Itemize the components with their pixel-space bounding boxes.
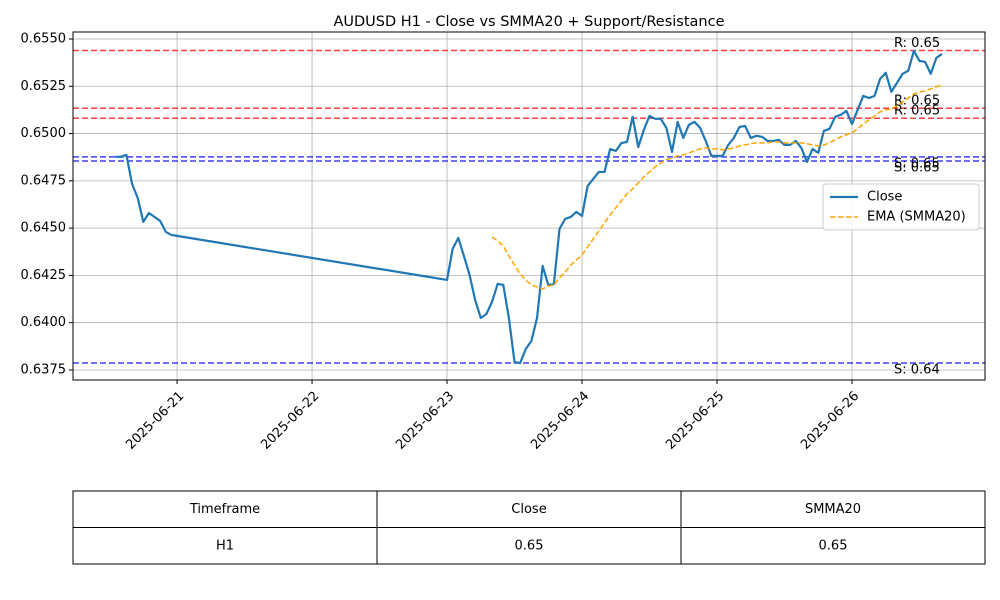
series-line: [491, 84, 943, 290]
support-label: S: 0.65: [894, 156, 940, 171]
y-tick-label: 0.6475: [21, 173, 67, 188]
series-line: [115, 49, 943, 365]
resistance-label: R: 0.65: [894, 94, 940, 109]
chart-title: AUDUSD H1 - Close vs SMMA20 + Support/Re…: [333, 14, 724, 30]
y-tick-label: 0.6550: [21, 31, 67, 46]
table-value: 0.65: [515, 538, 544, 553]
y-tick-label: 0.6450: [21, 221, 67, 236]
y-tick-label: 0.6375: [21, 362, 67, 377]
table-header: Timeframe: [189, 502, 260, 517]
table-header: Close: [511, 502, 546, 517]
resistance-label: R: 0.65: [894, 36, 940, 51]
legend-label: EMA (SMMA20): [867, 210, 966, 225]
legend-box: [822, 183, 980, 231]
resistance-label: R: 0.65: [894, 104, 940, 119]
table-cell: [376, 527, 682, 565]
table-cell: [72, 527, 378, 565]
table-cell: [680, 527, 986, 565]
y-tick-label: 0.6400: [21, 315, 67, 330]
table-value: H1: [216, 538, 234, 553]
y-tick-label: 0.6500: [21, 126, 67, 141]
support-label: S: 0.64: [894, 362, 940, 377]
y-tick-label: 0.6525: [21, 79, 67, 94]
table-header: SMMA20: [805, 502, 861, 517]
support-label: S: 0.65: [894, 160, 940, 175]
legend-label: Close: [867, 190, 902, 205]
table-value: 0.65: [819, 538, 848, 553]
y-tick-label: 0.6425: [21, 268, 67, 283]
plot-frame: [72, 31, 986, 381]
